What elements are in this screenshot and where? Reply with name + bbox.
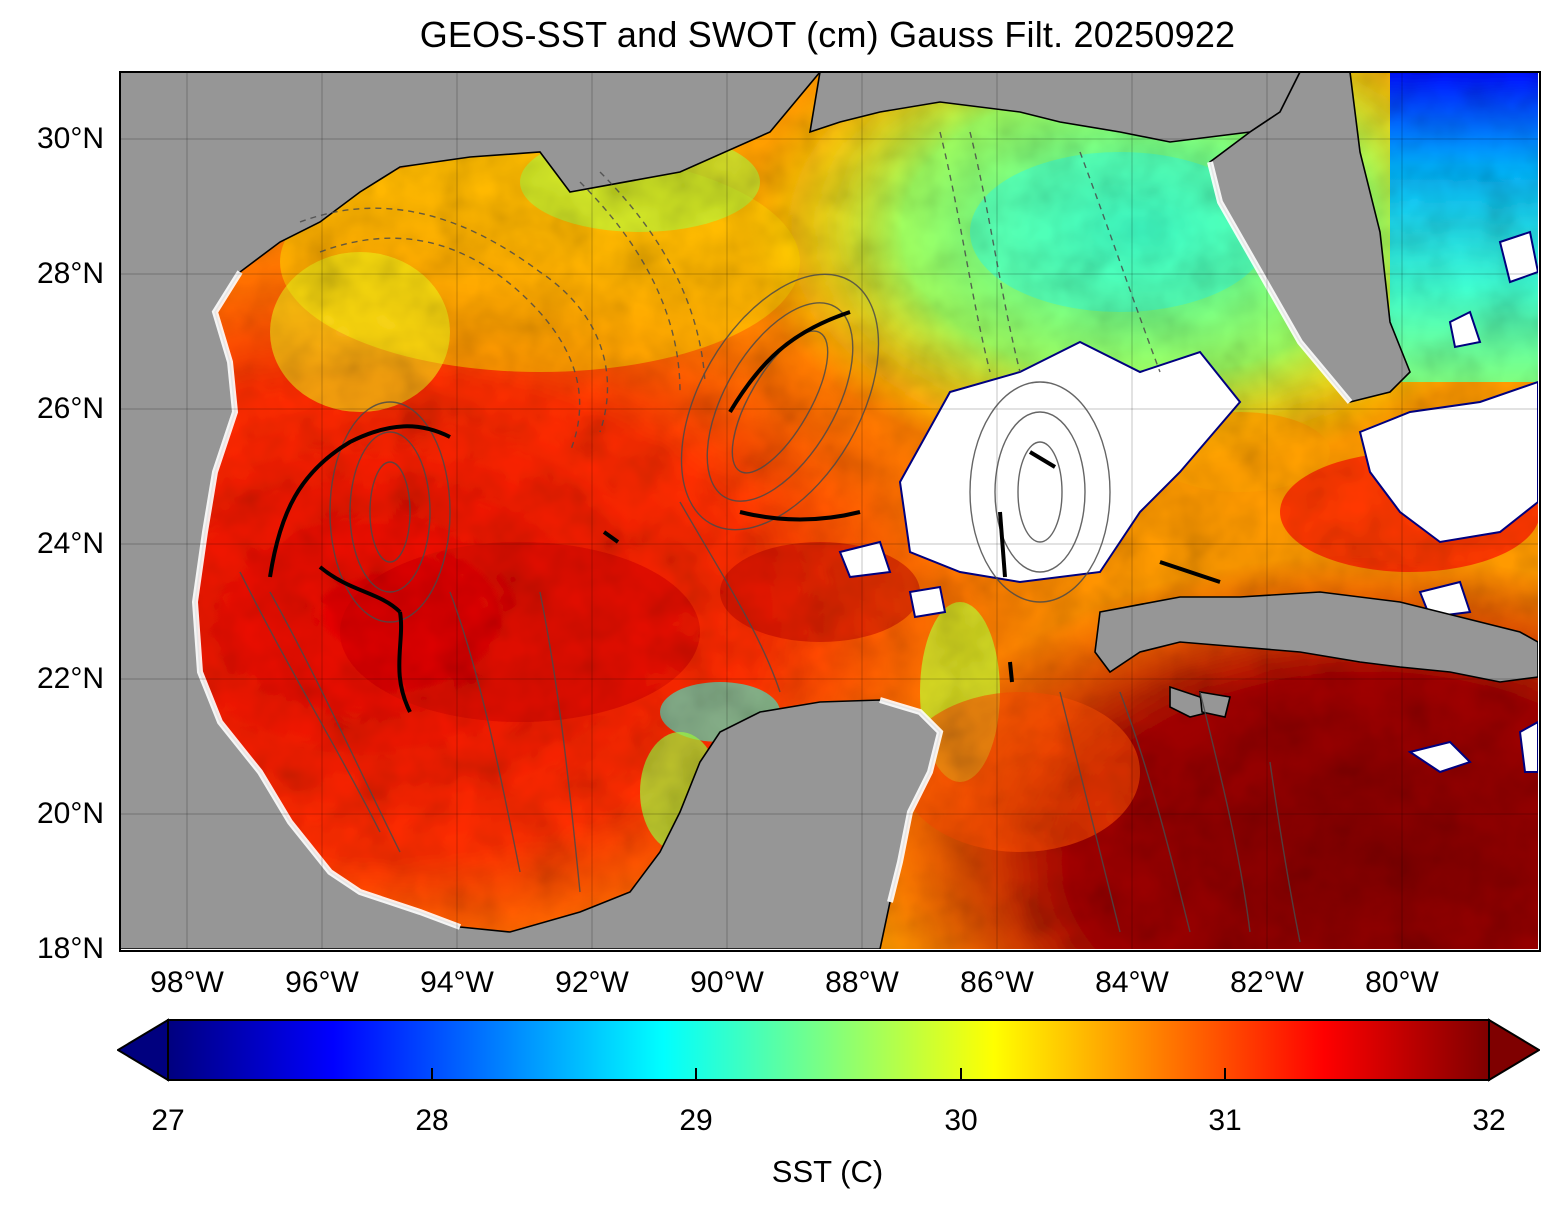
colorbar-tick-27: 27: [151, 1104, 185, 1137]
lon-label-94w: 94°W: [420, 966, 494, 999]
lat-label-28n: 28°N: [36, 257, 104, 290]
cloud-mask: [838, 230, 1538, 774]
lon-label-98w: 98°W: [150, 966, 224, 999]
lon-label-96w: 96°W: [285, 966, 359, 999]
colorbar-label: SST (C): [771, 1154, 884, 1189]
colorbar-gradient: [167, 1019, 1490, 1081]
lon-label-84w: 84°W: [1095, 966, 1169, 999]
plot-title: GEOS-SST and SWOT (cm) Gauss Filt. 20250…: [419, 14, 1236, 55]
lat-label-18n: 18°N: [36, 932, 104, 965]
colorbar-tick-28: 28: [415, 1104, 449, 1137]
lat-label-26n: 26°N: [36, 392, 104, 425]
lat-label-30n: 30°N: [36, 122, 104, 155]
lon-label-82w: 82°W: [1230, 966, 1304, 999]
lon-label-92w: 92°W: [555, 966, 629, 999]
land-mask: [120, 72, 1538, 949]
lat-label-22n: 22°N: [36, 662, 104, 695]
colorbar-tick-30: 30: [944, 1104, 978, 1137]
colorbar-tick-31: 31: [1208, 1104, 1242, 1137]
lon-label-80w: 80°W: [1365, 966, 1439, 999]
colorbar-tick-32: 32: [1472, 1104, 1506, 1137]
lat-label-20n: 20°N: [36, 797, 104, 830]
colorbar-tick-29: 29: [679, 1104, 713, 1137]
lon-label-90w: 90°W: [690, 966, 764, 999]
lat-label-24n: 24°N: [36, 527, 104, 560]
colorbar-extend-low: [116, 1018, 169, 1082]
lon-label-88w: 88°W: [825, 966, 899, 999]
map-panel[interactable]: [120, 72, 1538, 949]
swot-contours: [239, 131, 1301, 943]
lon-label-86w: 86°W: [960, 966, 1034, 999]
colorbar-extend-high: [1488, 1018, 1541, 1082]
swot-zero-contours: [268, 310, 1221, 713]
colorbar: [116, 1018, 1541, 1082]
colorbar-ticks: [167, 1068, 1490, 1080]
